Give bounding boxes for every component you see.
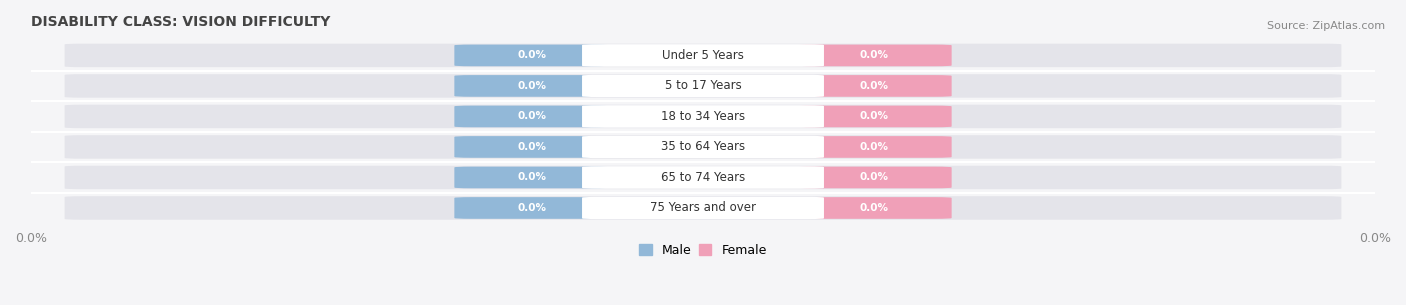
Text: 0.0%: 0.0%: [517, 111, 546, 121]
FancyBboxPatch shape: [797, 167, 952, 188]
Text: 0.0%: 0.0%: [860, 81, 889, 91]
FancyBboxPatch shape: [454, 167, 609, 188]
Text: 0.0%: 0.0%: [517, 81, 546, 91]
Text: 65 to 74 Years: 65 to 74 Years: [661, 171, 745, 184]
Text: 5 to 17 Years: 5 to 17 Years: [665, 79, 741, 92]
FancyBboxPatch shape: [797, 197, 952, 219]
FancyBboxPatch shape: [65, 166, 1341, 189]
Text: 0.0%: 0.0%: [517, 203, 546, 213]
Text: 0.0%: 0.0%: [860, 142, 889, 152]
FancyBboxPatch shape: [797, 75, 952, 97]
FancyBboxPatch shape: [797, 106, 952, 127]
FancyBboxPatch shape: [454, 197, 609, 219]
Text: 0.0%: 0.0%: [860, 172, 889, 182]
FancyBboxPatch shape: [454, 136, 609, 158]
FancyBboxPatch shape: [65, 44, 1341, 67]
Text: 0.0%: 0.0%: [860, 111, 889, 121]
FancyBboxPatch shape: [65, 135, 1341, 159]
FancyBboxPatch shape: [582, 136, 824, 158]
FancyBboxPatch shape: [582, 197, 824, 219]
FancyBboxPatch shape: [582, 44, 824, 66]
Legend: Male, Female: Male, Female: [634, 239, 772, 262]
FancyBboxPatch shape: [582, 105, 824, 127]
FancyBboxPatch shape: [797, 45, 952, 66]
FancyBboxPatch shape: [454, 75, 609, 97]
Text: 0.0%: 0.0%: [860, 50, 889, 60]
Text: DISABILITY CLASS: VISION DIFFICULTY: DISABILITY CLASS: VISION DIFFICULTY: [31, 15, 330, 29]
Text: Under 5 Years: Under 5 Years: [662, 49, 744, 62]
Text: 0.0%: 0.0%: [517, 50, 546, 60]
FancyBboxPatch shape: [582, 75, 824, 97]
Text: 75 Years and over: 75 Years and over: [650, 202, 756, 214]
FancyBboxPatch shape: [65, 105, 1341, 128]
FancyBboxPatch shape: [454, 45, 609, 66]
Text: 0.0%: 0.0%: [517, 142, 546, 152]
Text: 0.0%: 0.0%: [517, 172, 546, 182]
Text: 35 to 64 Years: 35 to 64 Years: [661, 141, 745, 153]
Text: Source: ZipAtlas.com: Source: ZipAtlas.com: [1267, 21, 1385, 31]
FancyBboxPatch shape: [454, 106, 609, 127]
FancyBboxPatch shape: [65, 196, 1341, 220]
Text: 0.0%: 0.0%: [860, 203, 889, 213]
FancyBboxPatch shape: [797, 136, 952, 158]
Text: 18 to 34 Years: 18 to 34 Years: [661, 110, 745, 123]
FancyBboxPatch shape: [65, 74, 1341, 98]
FancyBboxPatch shape: [582, 166, 824, 188]
